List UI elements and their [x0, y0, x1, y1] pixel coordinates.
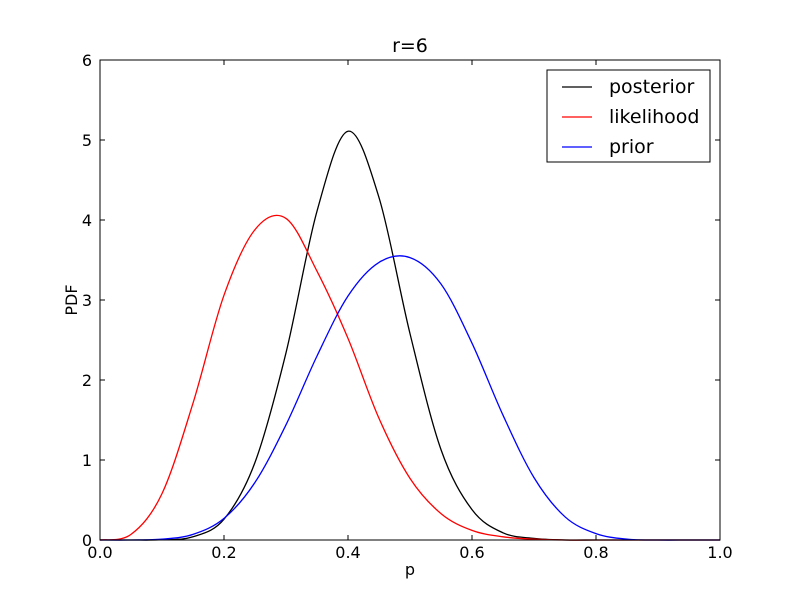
y-tick-label: 4	[82, 211, 92, 230]
y-tick-label: 0	[82, 531, 92, 550]
legend-label-posterior: posterior	[609, 76, 694, 98]
legend: posterior likelihood prior	[546, 69, 711, 163]
x-tick-label: 1.0	[707, 543, 732, 562]
x-tick-label: 0.4	[335, 543, 360, 562]
y-tick-label: 5	[82, 131, 92, 150]
x-tick-label: 0.6	[459, 543, 484, 562]
ticks-layer: 0.0 0.2 0.4 0.6 0.8 1.0 0 1 2 3 4 5 6	[82, 51, 733, 562]
y-tick-label: 2	[82, 371, 92, 390]
x-tick-label: 0.2	[211, 543, 236, 562]
x-axis-label: p	[405, 560, 415, 579]
plot-frame	[99, 59, 721, 541]
y-tick-label: 3	[82, 291, 92, 310]
y-tick-label: 6	[82, 51, 92, 70]
y-tick-label: 1	[82, 451, 92, 470]
legend-label-prior: prior	[609, 136, 654, 158]
x-tick-label: 0.0	[87, 543, 112, 562]
x-tick-label: 0.8	[583, 543, 608, 562]
chart-title: r=6	[392, 35, 428, 57]
legend-label-likelihood: likelihood	[609, 106, 699, 128]
y-axis-label: PDF	[62, 284, 81, 315]
series-line-prior	[99, 255, 720, 541]
